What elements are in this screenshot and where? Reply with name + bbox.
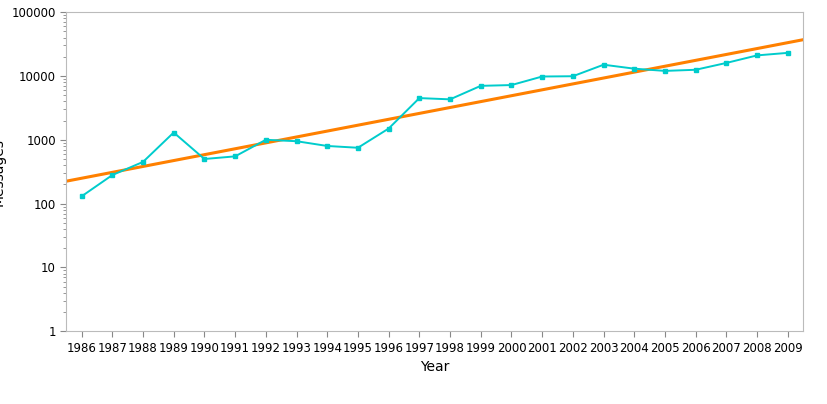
- Y-axis label: Messages: Messages: [0, 138, 6, 206]
- X-axis label: Year: Year: [419, 360, 449, 374]
